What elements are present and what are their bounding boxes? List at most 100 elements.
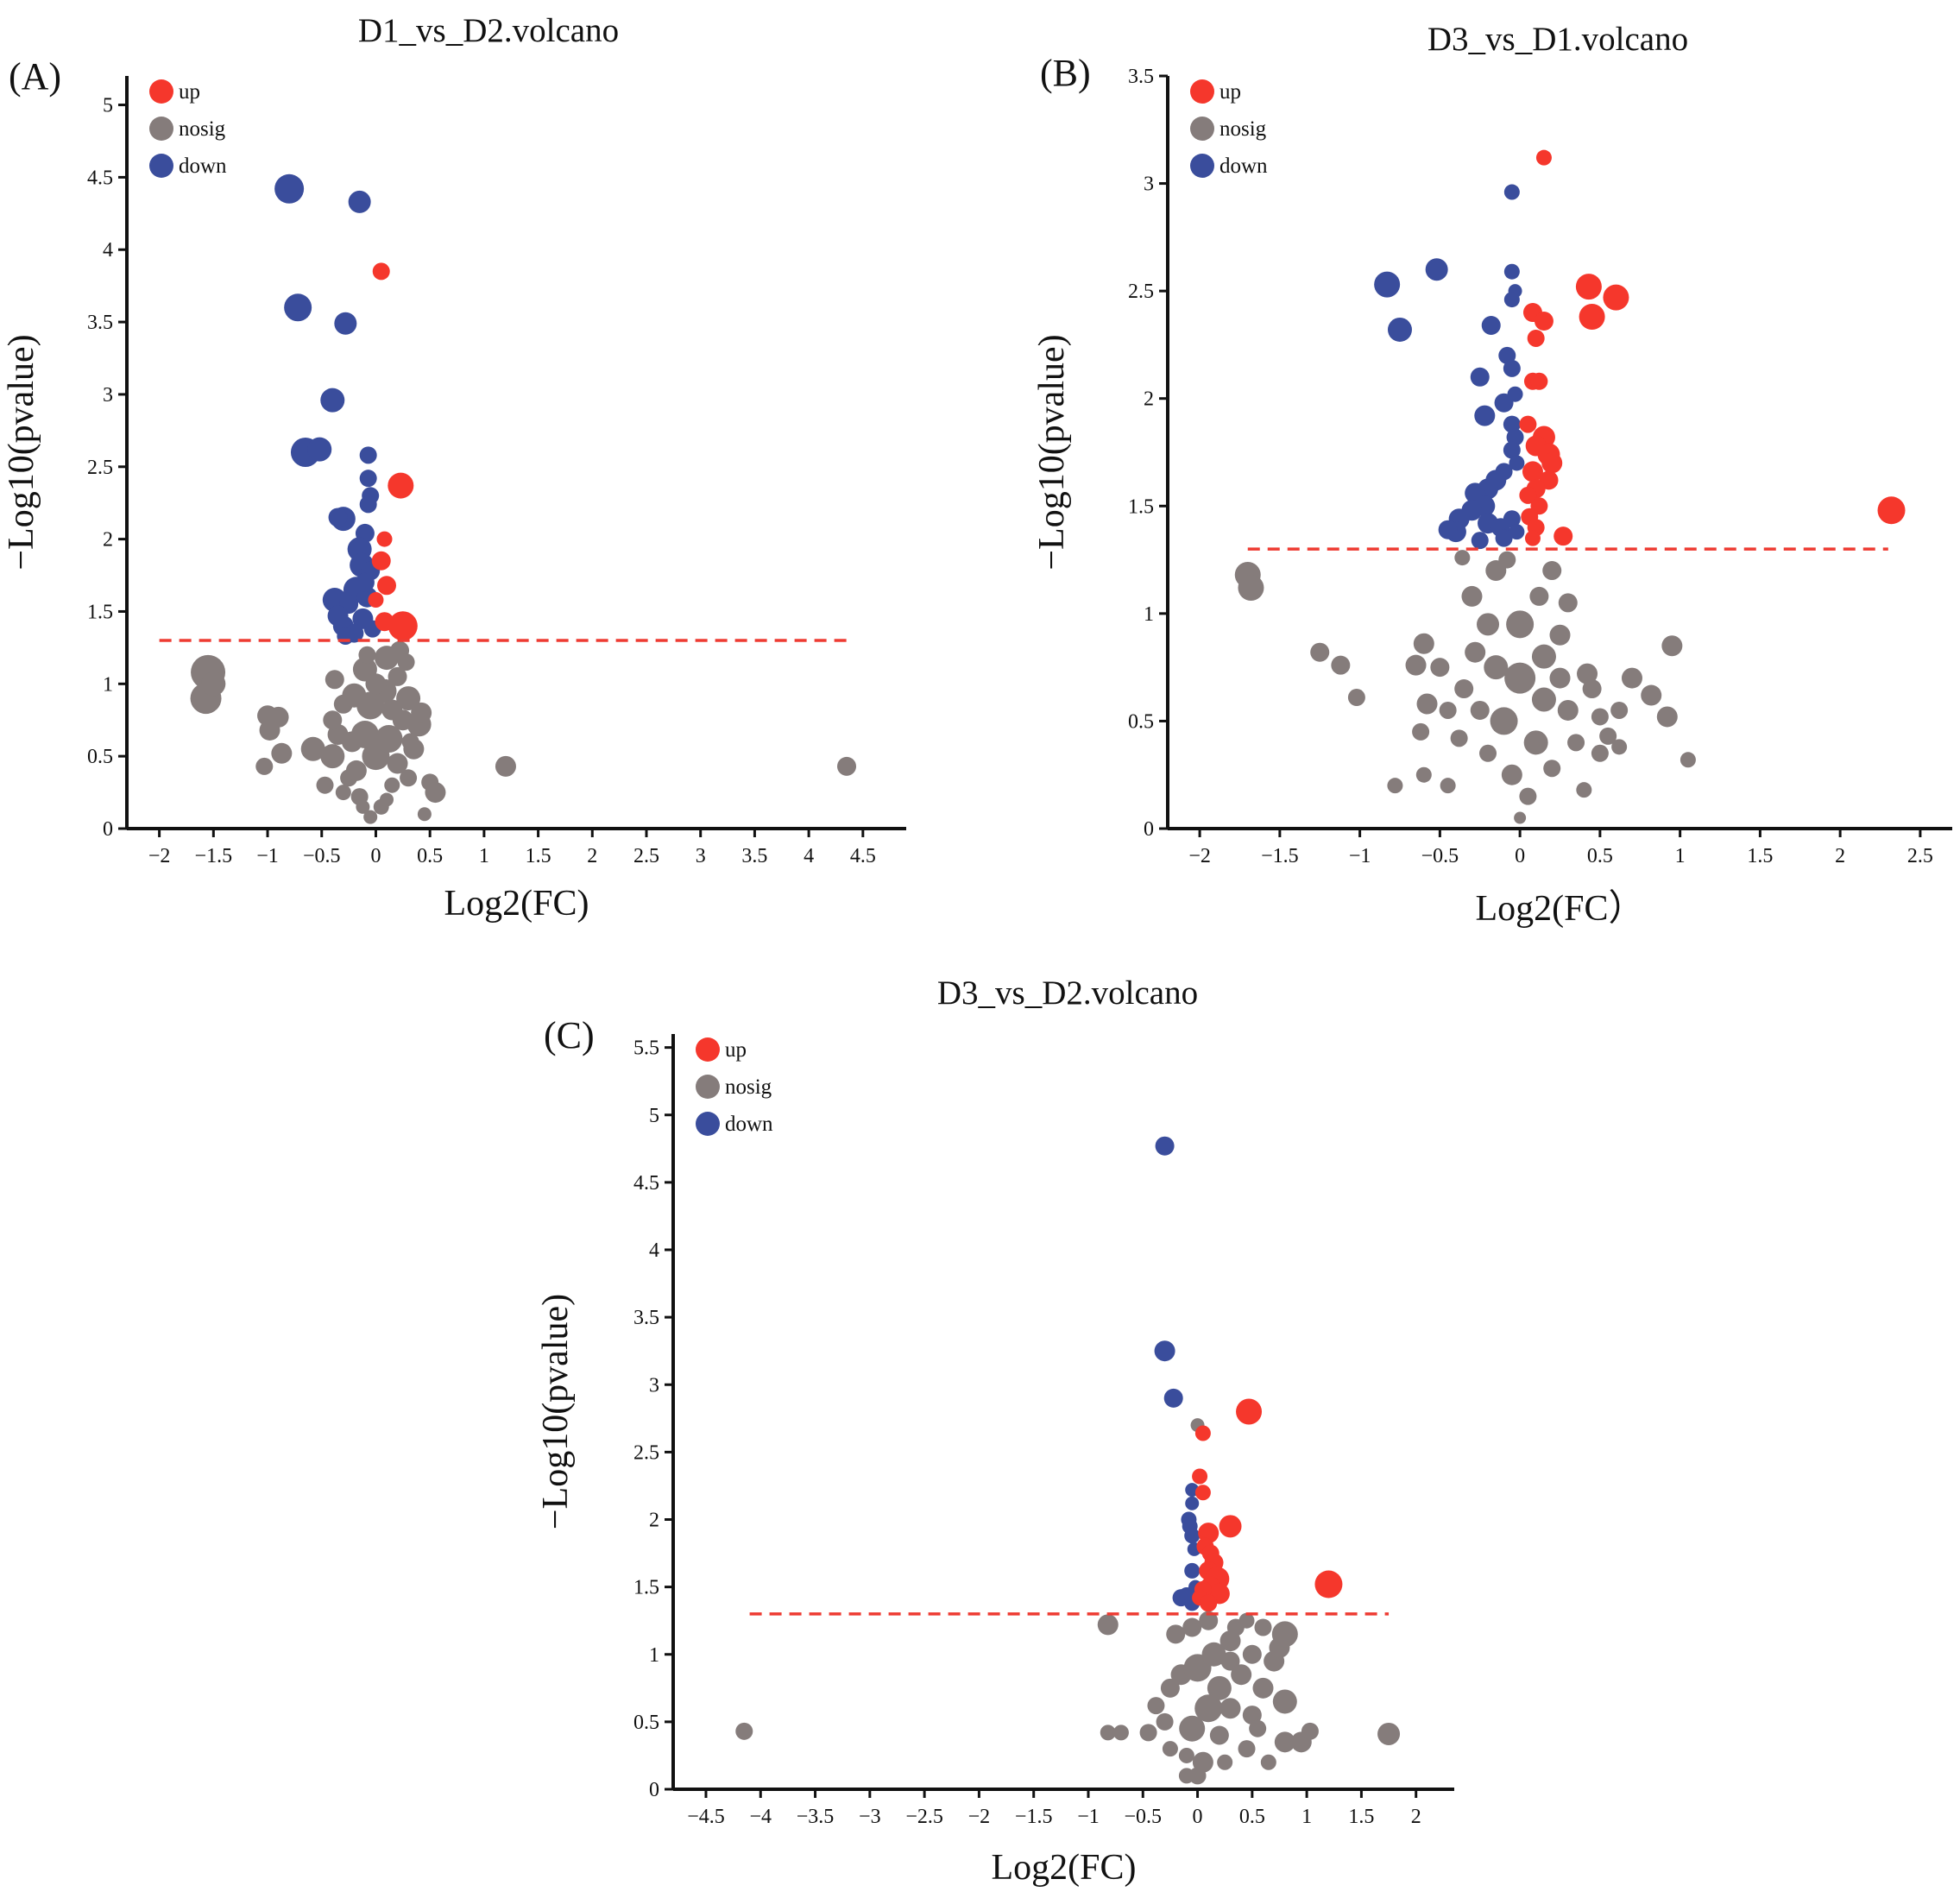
point-down [320,388,345,413]
x-tick-label: −1.5 [1015,1806,1053,1828]
x-tick-label: 2.5 [633,845,659,867]
point-nosig [1454,550,1471,566]
y-tick-label: 3 [1144,173,1154,196]
panel-a-plot: 0 0.5 1 1.5 2 2.5 3 3.5 4 4.5 5 −2 −1.5 −1 −0.5 0 0.5 1 1.… [2,76,906,924]
point-nosig [1549,667,1571,689]
point-nosig [735,1722,753,1740]
point-nosig [1454,679,1474,699]
panel-c-label: (C) [544,1014,595,1056]
point-up [1219,1515,1242,1538]
point-nosig [388,666,407,686]
point-down [1503,292,1520,308]
point-down [1509,524,1525,540]
x-tick-label: 1 [1675,845,1686,867]
x-tick-label: 0 [1193,1806,1203,1828]
point-nosig [1231,1664,1252,1686]
point-nosig [1201,1642,1226,1667]
point-nosig [1260,1754,1276,1770]
point-nosig [1465,641,1486,663]
point-nosig [1519,787,1537,805]
x-tick-label: 3 [696,845,706,867]
panel-a-label: (A) [9,55,61,98]
point-nosig [1504,662,1536,694]
point-nosig [1160,1678,1180,1698]
point-nosig [837,756,857,776]
point-up [1192,1468,1208,1485]
point-nosig [1097,1614,1119,1636]
point-nosig [1100,1725,1116,1741]
point-nosig [320,744,345,769]
x-tick-label: 1 [479,845,489,867]
x-tick-label: 1 [1301,1806,1312,1828]
x-axis-label: Log2(FC) [992,1848,1137,1888]
point-nosig [1440,778,1456,794]
point-up [388,472,414,499]
point-up [1527,329,1545,347]
panel-c: (C) D3_vs_D2.volcano 0 0.5 1 1.5 2 2.5 3 3.5 4 4.… [536,974,1454,1888]
point-nosig [1661,635,1683,657]
x-tick-label: 2.5 [1907,845,1933,867]
point-up [1314,1570,1343,1598]
legend-marker-nosig [696,1075,720,1099]
point-nosig [259,719,280,741]
point-nosig [380,792,394,807]
legend-label-down: down [725,1113,773,1136]
point-nosig [1242,1706,1262,1725]
y-tick-label: 0.5 [87,746,113,768]
point-down [1154,1340,1175,1362]
y-tick-label: 3 [649,1374,659,1397]
point-nosig [1416,693,1438,715]
legend-marker-down [1190,154,1214,178]
point-nosig [1238,1740,1256,1758]
point-nosig [1162,1741,1178,1757]
point-up [1579,304,1605,331]
point-nosig [1301,1722,1319,1740]
panel-c-plot: 0 0.5 1 1.5 2 2.5 3 3.5 4 4.5 5 5.5 −4.5 −4 −3.5 −3 −2.5… [536,1034,1454,1888]
point-nosig [1274,1731,1295,1753]
point-down [359,495,377,514]
y-tick-label: 2 [103,529,113,552]
point-nosig [401,733,419,751]
y-tick-label: 2.5 [633,1441,659,1464]
point-down [1184,1562,1201,1579]
point-down [1163,1388,1183,1408]
x-tick-label: −1 [1349,845,1371,867]
point-nosig [335,785,351,801]
x-tick-label: 3.5 [741,845,767,867]
point-nosig [381,699,403,721]
point-down [274,173,305,204]
point-nosig [396,686,421,711]
point-nosig [1179,1715,1206,1742]
point-nosig [255,757,274,775]
legend-label-down: down [179,154,227,178]
point-down [1503,510,1521,528]
x-tick-label: 2 [1411,1806,1421,1828]
legend-marker-nosig [1190,117,1214,141]
point-down [1494,393,1514,413]
point-nosig [1252,1677,1274,1699]
x-tick-label: −1.5 [1261,845,1299,867]
x-tick-label: 0 [370,845,381,867]
point-down [1503,263,1520,280]
y-tick-label: 3 [103,384,113,407]
point-down [1425,258,1448,281]
point-nosig [1412,722,1430,741]
point-nosig [1531,644,1556,669]
point-nosig [1621,667,1642,689]
point-down [1438,520,1458,539]
x-tick-label: −3 [859,1806,881,1828]
point-nosig [365,673,387,695]
point-up [1194,1485,1211,1501]
x-tick-label: 0 [1515,845,1525,867]
y-tick-label: 1.5 [633,1577,659,1599]
x-tick-label: −1 [1077,1806,1100,1828]
point-nosig [356,799,370,814]
legend-label-nosig: nosig [179,117,226,141]
point-nosig [1641,684,1662,706]
point-down [334,312,357,335]
point-up [375,612,394,632]
point-nosig [1188,1767,1207,1785]
x-tick-label: 0.5 [1239,1806,1265,1828]
y-tick-label: 3.5 [633,1307,659,1329]
legend-marker-up [149,79,173,104]
